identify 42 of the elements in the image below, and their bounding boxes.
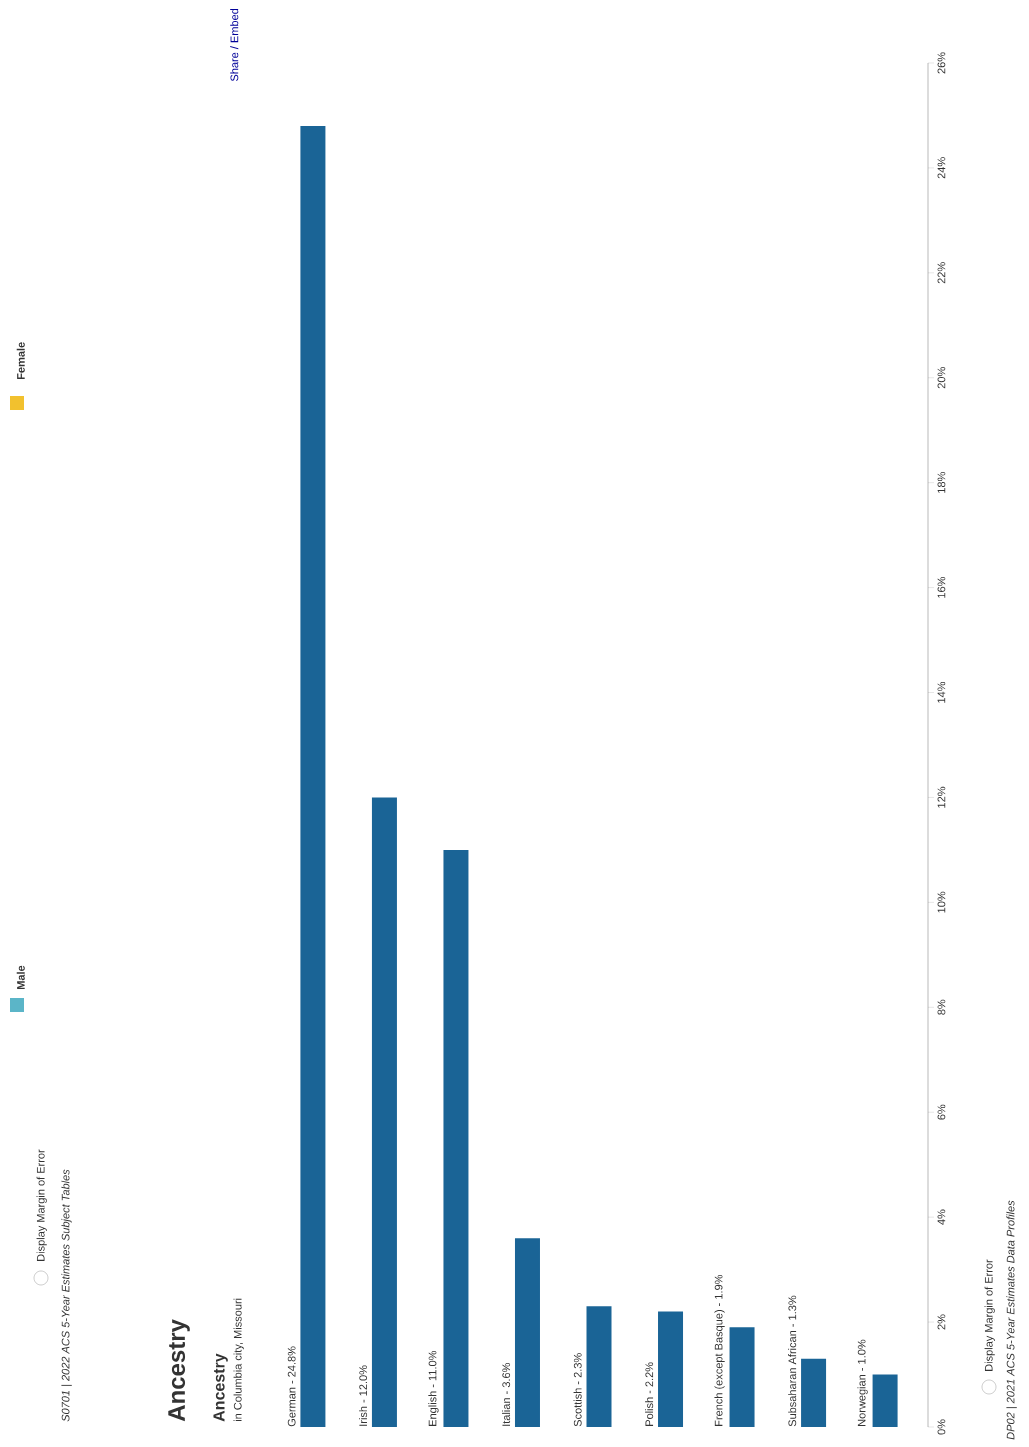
- y-tick-label: 24%: [937, 157, 946, 179]
- bar: [729, 1327, 755, 1427]
- y-tick-label: 20%: [937, 367, 946, 389]
- y-tick-label: 2%: [937, 1314, 946, 1330]
- x-tick-label: German - 24.8%: [287, 1346, 296, 1427]
- bar: [443, 849, 469, 1427]
- text: Ancestry: [168, 1319, 190, 1422]
- x-tick-label: Polish - 2.2%: [645, 1362, 654, 1426]
- bar: [371, 797, 397, 1427]
- y-tick-label: 18%: [937, 472, 946, 493]
- y-tick-label: 14%: [937, 681, 946, 703]
- text: in Columbia city, Missouri: [233, 1298, 244, 1422]
- y-tick-label: 6%: [937, 1104, 946, 1120]
- text: S0701 | 2022 ACS 5-Year Estimates Subject Tables: [61, 1169, 72, 1422]
- text: Display Margin of Error: [36, 1149, 47, 1261]
- bar: [586, 1306, 612, 1427]
- x-tick-label: Irish - 12.0%: [359, 1365, 368, 1426]
- text: Ancestry: [213, 1353, 228, 1422]
- bar: [658, 1311, 684, 1427]
- bar: [801, 1358, 827, 1427]
- bar: [514, 1238, 540, 1427]
- text: Share / Embed: [230, 8, 239, 82]
- y-tick-label: 0%: [937, 1419, 946, 1435]
- text: Display Margin of Error: [984, 1259, 995, 1371]
- x-tick-label: Italian - 3.6%: [502, 1363, 511, 1426]
- y-tick-label: 26%: [937, 52, 946, 74]
- text: Female: [16, 342, 25, 380]
- x-tick-label: Norwegian - 1.0%: [857, 1339, 868, 1426]
- y-tick-label: 10%: [937, 891, 946, 913]
- y-tick-label: 4%: [937, 1209, 946, 1225]
- text: DP02 | 2021 ACS 5-Year Estimates Data Profiles: [1006, 1200, 1017, 1440]
- bar: [300, 125, 326, 1427]
- text: Male: [16, 965, 25, 990]
- x-tick-label: Scottish - 2.3%: [573, 1353, 582, 1427]
- y-tick-label: 12%: [937, 786, 946, 808]
- x-tick-label: Subsaharan African - 1.3%: [788, 1295, 797, 1427]
- y-tick-label: 8%: [937, 999, 946, 1015]
- x-tick-label: English - 11.0%: [428, 1350, 439, 1426]
- x-tick-label: French (except Basque) - 1.9%: [714, 1274, 725, 1426]
- y-tick-label: 22%: [937, 262, 946, 284]
- bar: [872, 1374, 898, 1427]
- y-tick-label: 16%: [937, 577, 946, 598]
